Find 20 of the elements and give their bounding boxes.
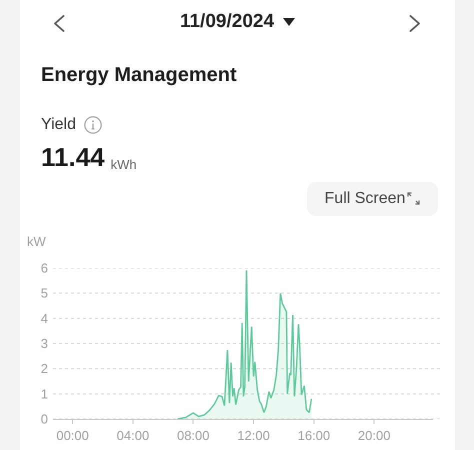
y-tick-label: 1 [40, 386, 48, 402]
y-tick-label: 5 [40, 286, 48, 301]
x-tick-label: 04:00 [116, 428, 150, 443]
y-tick-label: 2 [40, 361, 48, 376]
text: 11/09/2024 [180, 11, 274, 33]
x-tick-label: 12:00 [237, 428, 270, 443]
y-tick-label: 3 [40, 336, 48, 352]
chart-title: Energy Management [41, 63, 237, 87]
y-tick-label: 6 [40, 260, 48, 276]
text: 11.44 [41, 142, 105, 172]
y-tick-label: 0 [40, 412, 48, 427]
text: Yield [41, 116, 76, 134]
y-tick-label: 4 [40, 310, 48, 326]
x-tick-label: 08:00 [176, 428, 210, 443]
x-tick-label: 16:00 [298, 428, 330, 443]
text: kWh [110, 157, 137, 172]
x-tick-label: 00:00 [56, 428, 89, 443]
full-screen-button: Full Screen [307, 182, 438, 216]
x-tick-label: 20:00 [358, 428, 390, 443]
y-axis-title: kW [27, 234, 46, 249]
